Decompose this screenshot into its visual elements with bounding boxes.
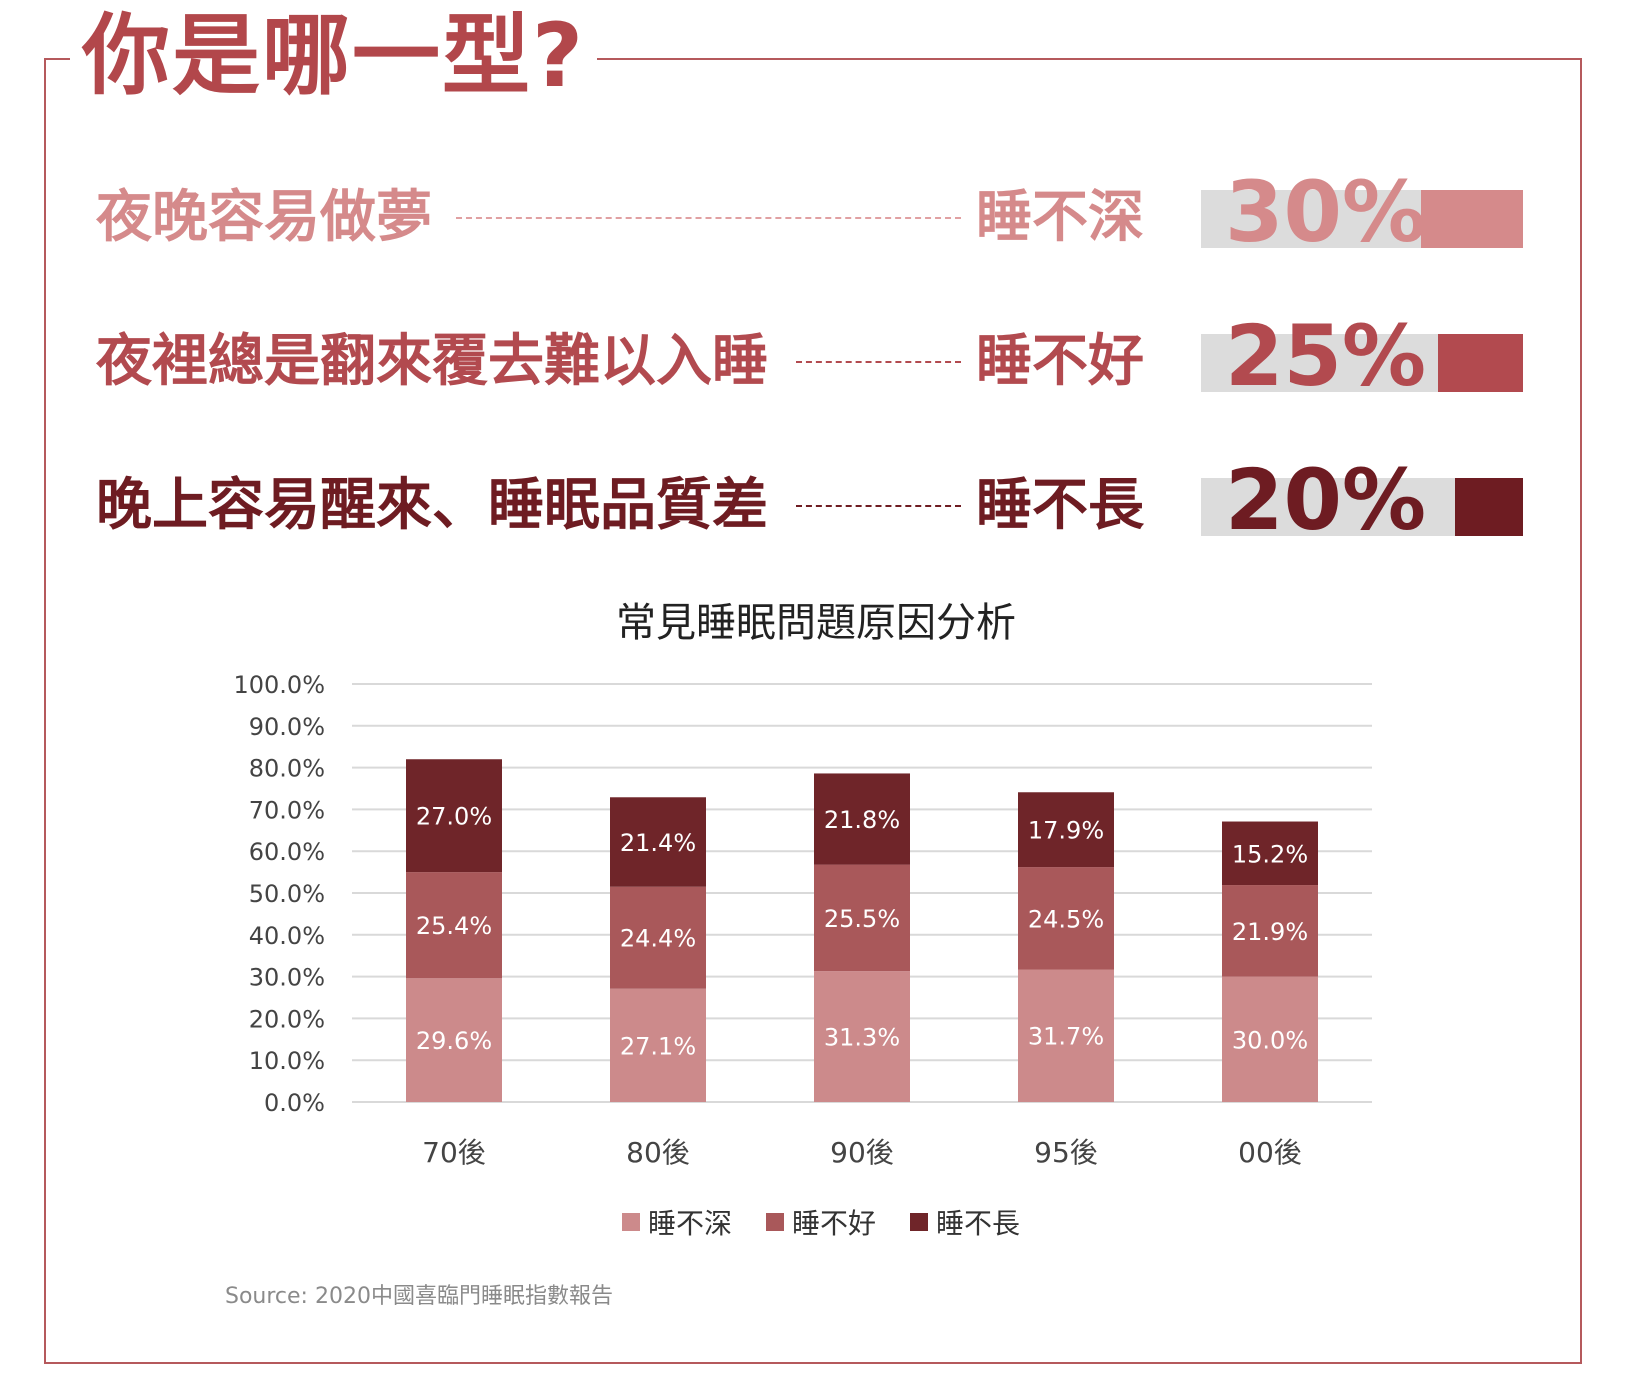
summary-percent: 30% — [1225, 163, 1427, 261]
bar-segment — [1222, 821, 1318, 886]
x-tick-label: 00後 — [1238, 1136, 1302, 1169]
data-label: 24.4% — [620, 925, 696, 953]
source-note: Source: 2020中國喜臨門睡眠指數報告 — [225, 1284, 613, 1309]
percent-bar-track: 20% — [1201, 451, 1523, 549]
x-tick-label: 70後 — [422, 1136, 486, 1169]
legend-label: 睡不深 — [648, 1207, 733, 1240]
y-tick-label: 100.0% — [233, 671, 325, 699]
outer-frame — [44, 58, 1582, 1364]
y-tick-label: 90.0% — [249, 713, 325, 741]
summary-percent: 20% — [1225, 451, 1427, 549]
data-label: 31.7% — [1028, 1023, 1104, 1051]
x-tick-label: 90後 — [830, 1136, 894, 1169]
dotted-leader — [456, 217, 961, 219]
legend-item: 睡不深 — [622, 1202, 732, 1242]
data-label: 29.6% — [416, 1027, 492, 1055]
bar-segment — [406, 872, 502, 979]
bar-segment — [406, 978, 502, 1102]
x-tick-label: 95後 — [1034, 1136, 1098, 1169]
y-tick-label: 60.0% — [249, 838, 325, 866]
summary-row-1: 夜晚容易做夢 睡不深 30% — [96, 163, 1526, 261]
summary-type: 睡不長 — [976, 473, 1144, 538]
bar-segment — [1222, 885, 1318, 977]
dotted-leader — [796, 361, 961, 363]
data-label: 17.9% — [1028, 817, 1104, 845]
percent-bar-track: 25% — [1201, 307, 1523, 405]
bar-segment — [814, 864, 910, 972]
summary-percent: 25% — [1225, 307, 1427, 405]
bar-segment — [1018, 867, 1114, 970]
legend-swatch — [910, 1213, 929, 1231]
bar-segment — [610, 988, 706, 1102]
dotted-leader — [796, 505, 961, 507]
data-label: 21.9% — [1232, 918, 1308, 946]
bar-segment — [1222, 976, 1318, 1102]
percent-bar-track: 30% — [1201, 163, 1523, 261]
data-label: 25.4% — [416, 912, 492, 940]
data-label: 24.5% — [1028, 905, 1104, 933]
data-label: 27.0% — [416, 803, 492, 831]
page-title: 你是哪一型? — [70, 0, 598, 112]
legend-label: 睡不好 — [792, 1207, 877, 1240]
chart-title: 常見睡眠問題原因分析 — [616, 600, 1016, 646]
bar-segment — [1018, 792, 1114, 868]
y-tick-label: 80.0% — [249, 755, 325, 783]
bar-segment — [814, 971, 910, 1102]
summary-type: 睡不好 — [976, 329, 1144, 394]
summary-row-2: 夜裡總是翻來覆去難以入睡 睡不好 25% — [96, 307, 1526, 405]
y-tick-label: 0.0% — [264, 1089, 325, 1117]
data-label: 25.5% — [824, 905, 900, 933]
y-tick-label: 70.0% — [249, 796, 325, 824]
summary-description: 夜晚容易做夢 — [96, 178, 442, 258]
bar-segment — [814, 773, 910, 865]
y-tick-label: 20.0% — [249, 1005, 325, 1033]
data-label: 31.3% — [824, 1024, 900, 1052]
data-label: 21.4% — [620, 829, 696, 857]
percent-bar-fill — [1437, 334, 1523, 392]
bar-segment — [610, 886, 706, 989]
bar-segment — [406, 759, 502, 873]
legend-item: 睡不長 — [910, 1202, 1020, 1242]
percent-bar-fill — [1420, 190, 1523, 248]
bar-segment — [1018, 969, 1114, 1102]
data-label: 27.1% — [620, 1032, 696, 1060]
summary-row-3: 晚上容易醒來、睡眠品質差 睡不長 20% — [96, 451, 1526, 549]
y-tick-label: 40.0% — [249, 922, 325, 950]
y-tick-label: 30.0% — [249, 964, 325, 992]
summary-description: 晚上容易醒來、睡眠品質差 — [96, 466, 778, 546]
y-tick-label: 10.0% — [249, 1047, 325, 1075]
legend-label: 睡不長 — [936, 1207, 1021, 1240]
data-label: 21.8% — [824, 806, 900, 834]
summary-type: 睡不深 — [976, 185, 1144, 250]
legend-swatch — [622, 1213, 640, 1231]
summary-description: 夜裡總是翻來覆去難以入睡 — [96, 322, 778, 402]
chart-legend: 睡不深 睡不好 睡不長 — [622, 1202, 1054, 1242]
percent-bar-fill — [1454, 478, 1523, 536]
legend-item: 睡不好 — [766, 1202, 876, 1242]
legend-swatch — [766, 1213, 785, 1231]
data-label: 15.2% — [1232, 840, 1308, 868]
x-tick-label: 80後 — [626, 1136, 690, 1169]
bar-segment — [610, 797, 706, 887]
y-tick-label: 50.0% — [249, 880, 325, 908]
data-label: 30.0% — [1232, 1026, 1308, 1054]
